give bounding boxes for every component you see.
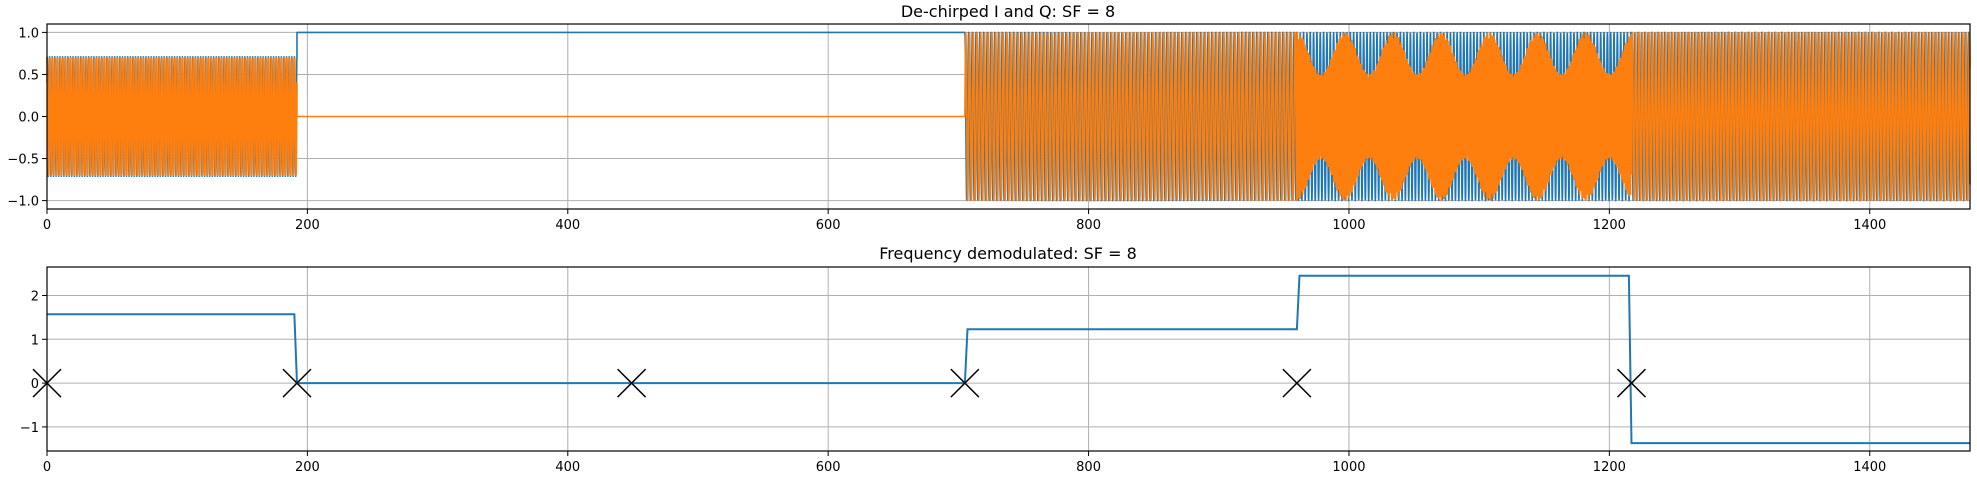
freq-xtick-label: 1000 xyxy=(1332,460,1365,475)
iq-series-layer xyxy=(46,31,1971,202)
series-q-line xyxy=(46,31,1971,202)
iq-ytick-label: 0.0 xyxy=(18,111,39,126)
iq-panel: De-chirped I and Q: SF = 8 0 200 400 600 800… xyxy=(7,2,1971,233)
iq-xtick-label: 0 xyxy=(43,218,51,233)
iq-xtick-label: 1400 xyxy=(1853,218,1886,233)
freq-series-layer xyxy=(47,274,1970,445)
iq-xtick-label: 800 xyxy=(1076,218,1101,233)
iq-xtick-label: 400 xyxy=(555,218,580,233)
freq-xtick-label: 200 xyxy=(295,460,320,475)
iq-ticks: 0 200 400 600 800 1000 1200 1400 1.0 0.5 0.0 −0.5 −1… xyxy=(7,26,1886,233)
iq-ytick-label: −1.0 xyxy=(7,195,39,210)
iq-xtick-label: 1000 xyxy=(1332,218,1365,233)
iq-xtick-label: 200 xyxy=(295,218,320,233)
boundary-x-marker xyxy=(282,368,312,398)
iq-ytick-label: 1.0 xyxy=(18,26,39,41)
freq-ytick-label: −1 xyxy=(20,421,39,436)
iq-ytick-label: 0.5 xyxy=(18,68,39,83)
freq-axes-frame xyxy=(46,266,1971,452)
freq-panel: Frequency demodulated: SF = 8 0 200 400 600… xyxy=(20,244,1971,475)
freq-xtick-label: 600 xyxy=(816,460,841,475)
freq-xtick-label: 400 xyxy=(555,460,580,475)
freq-markers xyxy=(32,368,1647,398)
iq-panel-title: De-chirped I and Q: SF = 8 xyxy=(901,2,1115,21)
freq-xtick-label: 800 xyxy=(1076,460,1101,475)
freq-series-line xyxy=(47,274,1970,445)
freq-ytick-label: 1 xyxy=(31,333,39,348)
freq-xtick-label: 1200 xyxy=(1593,460,1626,475)
freq-ytick-label: 0 xyxy=(31,377,39,392)
iq-ytick-label: −0.5 xyxy=(7,153,39,168)
freq-xtick-label: 1400 xyxy=(1853,460,1886,475)
freq-ticks: 0 200 400 600 800 1000 1200 1400 2 1 0 −1 xyxy=(20,289,1886,475)
boundary-x-marker xyxy=(950,368,980,398)
iq-xtick-label: 1200 xyxy=(1593,218,1626,233)
boundary-x-marker xyxy=(617,368,647,398)
boundary-x-marker xyxy=(1616,368,1647,398)
freq-panel-title: Frequency demodulated: SF = 8 xyxy=(879,244,1137,263)
freq-xtick-label: 0 xyxy=(43,460,51,475)
freq-ytick-label: 2 xyxy=(31,289,39,304)
iq-xtick-label: 600 xyxy=(816,218,841,233)
boundary-x-marker xyxy=(1282,368,1312,398)
